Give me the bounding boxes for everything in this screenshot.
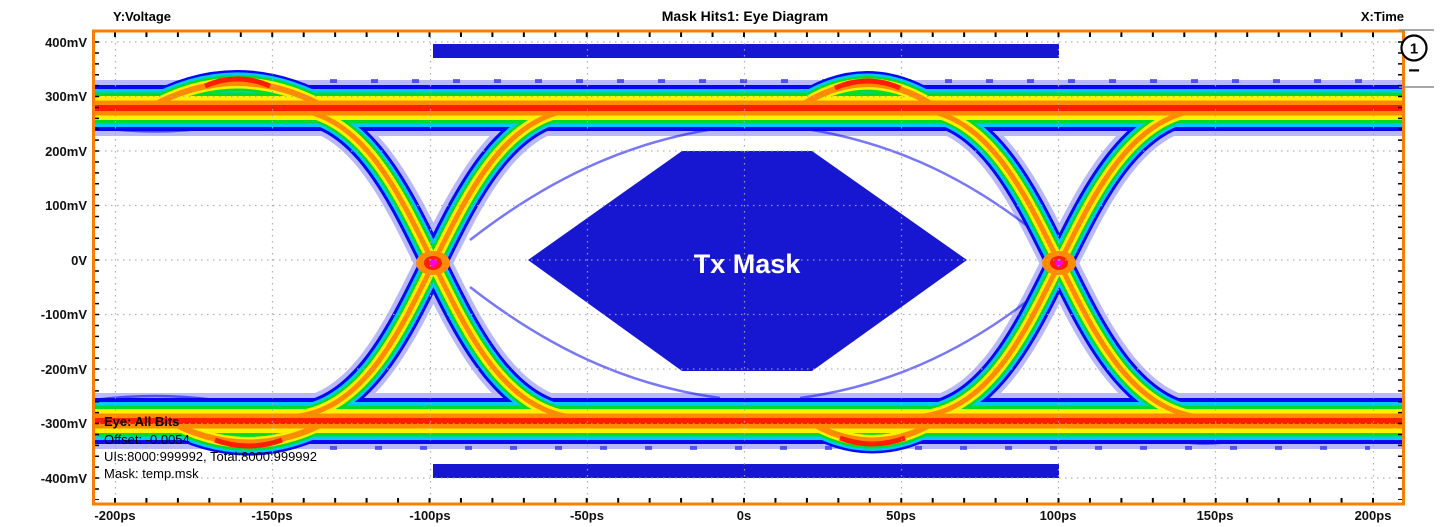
x-tick-label: 150ps (1197, 508, 1234, 523)
y-tick-label: -300mV (41, 416, 88, 431)
trace-path (793, 81, 942, 113)
mask-regions (433, 44, 1059, 478)
minimize-icon[interactable]: − (1408, 60, 1420, 82)
trace-path (203, 76, 271, 89)
y-tick-label: -200mV (41, 362, 88, 377)
heat-layer-red (92, 76, 1405, 449)
tick-marks (93, 31, 1404, 504)
page-title: Mask Hits1: Eye Diagram (662, 8, 829, 24)
y-tick-labels: 400mV 300mV 200mV 100mV 0V -100mV -200mV… (41, 35, 88, 486)
readout-uis-total: UIs:8000:999992, Total:8000:999992 (104, 449, 317, 464)
x-axis-title: X:Time (1361, 9, 1404, 24)
hotspot (1055, 259, 1063, 267)
x-tick-label: 100ps (1040, 508, 1077, 523)
trace-wisp (94, 125, 216, 133)
trace-path (839, 435, 906, 447)
trace-wisp (799, 126, 1046, 241)
tx-mask-label: Tx Mask (694, 249, 802, 279)
channel-1-badge-number[interactable]: 1 (1410, 41, 1418, 58)
measurement-readout: Eye: All Bits Offset: -0.0054 UIs:8000:9… (104, 414, 317, 481)
gridlines (93, 31, 1404, 504)
trace-path (833, 78, 901, 91)
readout-offset: Offset: -0.0054 (104, 432, 190, 447)
trace-path (143, 80, 332, 113)
trace-wisp (799, 286, 1046, 400)
x-tick-labels: -200ps -150ps -100ps -50ps 0s 50ps 100ps… (94, 508, 1391, 523)
y-tick-label: 400mV (45, 35, 87, 50)
mask-top-bar (433, 44, 1059, 58)
readout-mask-file: Mask: temp.msk (104, 466, 199, 481)
x-tick-label: 50ps (886, 508, 916, 523)
channel-1-badge-icon[interactable] (1400, 34, 1428, 62)
x-tick-label: -100ps (409, 508, 450, 523)
y-tick-label: -100mV (41, 307, 88, 322)
tx-mask-hexagon (528, 151, 967, 371)
trace-path (214, 437, 283, 449)
side-mini-panel: 1 − (1399, 29, 1434, 88)
y-axis-title: Y:Voltage (113, 9, 171, 24)
trace-wisp (469, 286, 721, 400)
x-tick-label: -200ps (94, 508, 135, 523)
trace-path (803, 416, 942, 444)
x-tick-label: -50ps (570, 508, 604, 523)
y-tick-label: 0V (71, 253, 87, 268)
trace-path (163, 416, 334, 446)
x-tick-label: 0s (737, 508, 751, 523)
y-tick-label: 300mV (45, 89, 87, 104)
y-tick-label: -400mV (41, 471, 88, 486)
x-tick-label: 200ps (1355, 508, 1392, 523)
y-tick-label: 100mV (45, 198, 87, 213)
y-tick-label: 200mV (45, 144, 87, 159)
x-tick-label: -150ps (251, 508, 292, 523)
readout-source: Eye: All Bits (104, 414, 179, 429)
mask-bottom-bar (433, 464, 1059, 478)
trace-wisp (94, 394, 216, 402)
plot-border (92, 29, 1405, 506)
trace-wisp (469, 126, 721, 241)
